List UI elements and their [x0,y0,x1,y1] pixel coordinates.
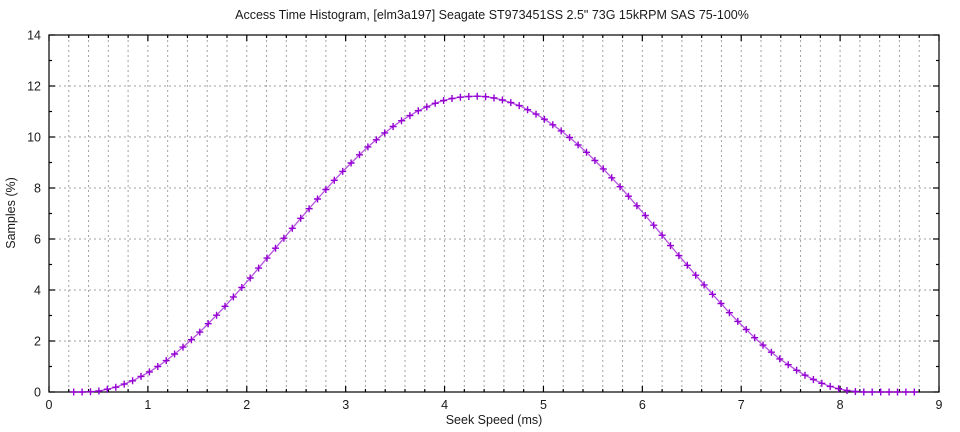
y-tick-label: 2 [34,334,41,348]
y-tick-label: 14 [27,28,41,42]
x-tick-label: 5 [540,398,547,412]
x-tick-label: 6 [639,398,646,412]
x-tick-label: 9 [936,398,943,412]
x-tick-label: 1 [144,398,151,412]
y-tick-label: 4 [34,283,41,297]
y-tick-label: 8 [34,181,41,195]
series-layer [70,92,918,396]
x-axis-label: Seek Speed (ms) [446,413,543,427]
y-axis-label: Samples (%) [4,177,18,249]
grid-layer [49,35,939,392]
y-tick-label: 10 [27,130,41,144]
x-tick-label: 3 [342,398,349,412]
x-tick-label: 2 [243,398,250,412]
x-tick-label: 7 [738,398,745,412]
plot-border [48,34,940,393]
y-tick-label: 12 [27,79,41,93]
data-point-markers [70,92,918,396]
x-tick-label: 0 [46,398,53,412]
x-tick-label: 4 [441,398,448,412]
series-line [73,95,915,393]
chart-title: Access Time Histogram, [elm3a197] Seagat… [235,8,749,22]
x-tick-label: 8 [837,398,844,412]
y-tick-label: 0 [34,385,41,399]
y-tick-label: 6 [34,232,41,246]
